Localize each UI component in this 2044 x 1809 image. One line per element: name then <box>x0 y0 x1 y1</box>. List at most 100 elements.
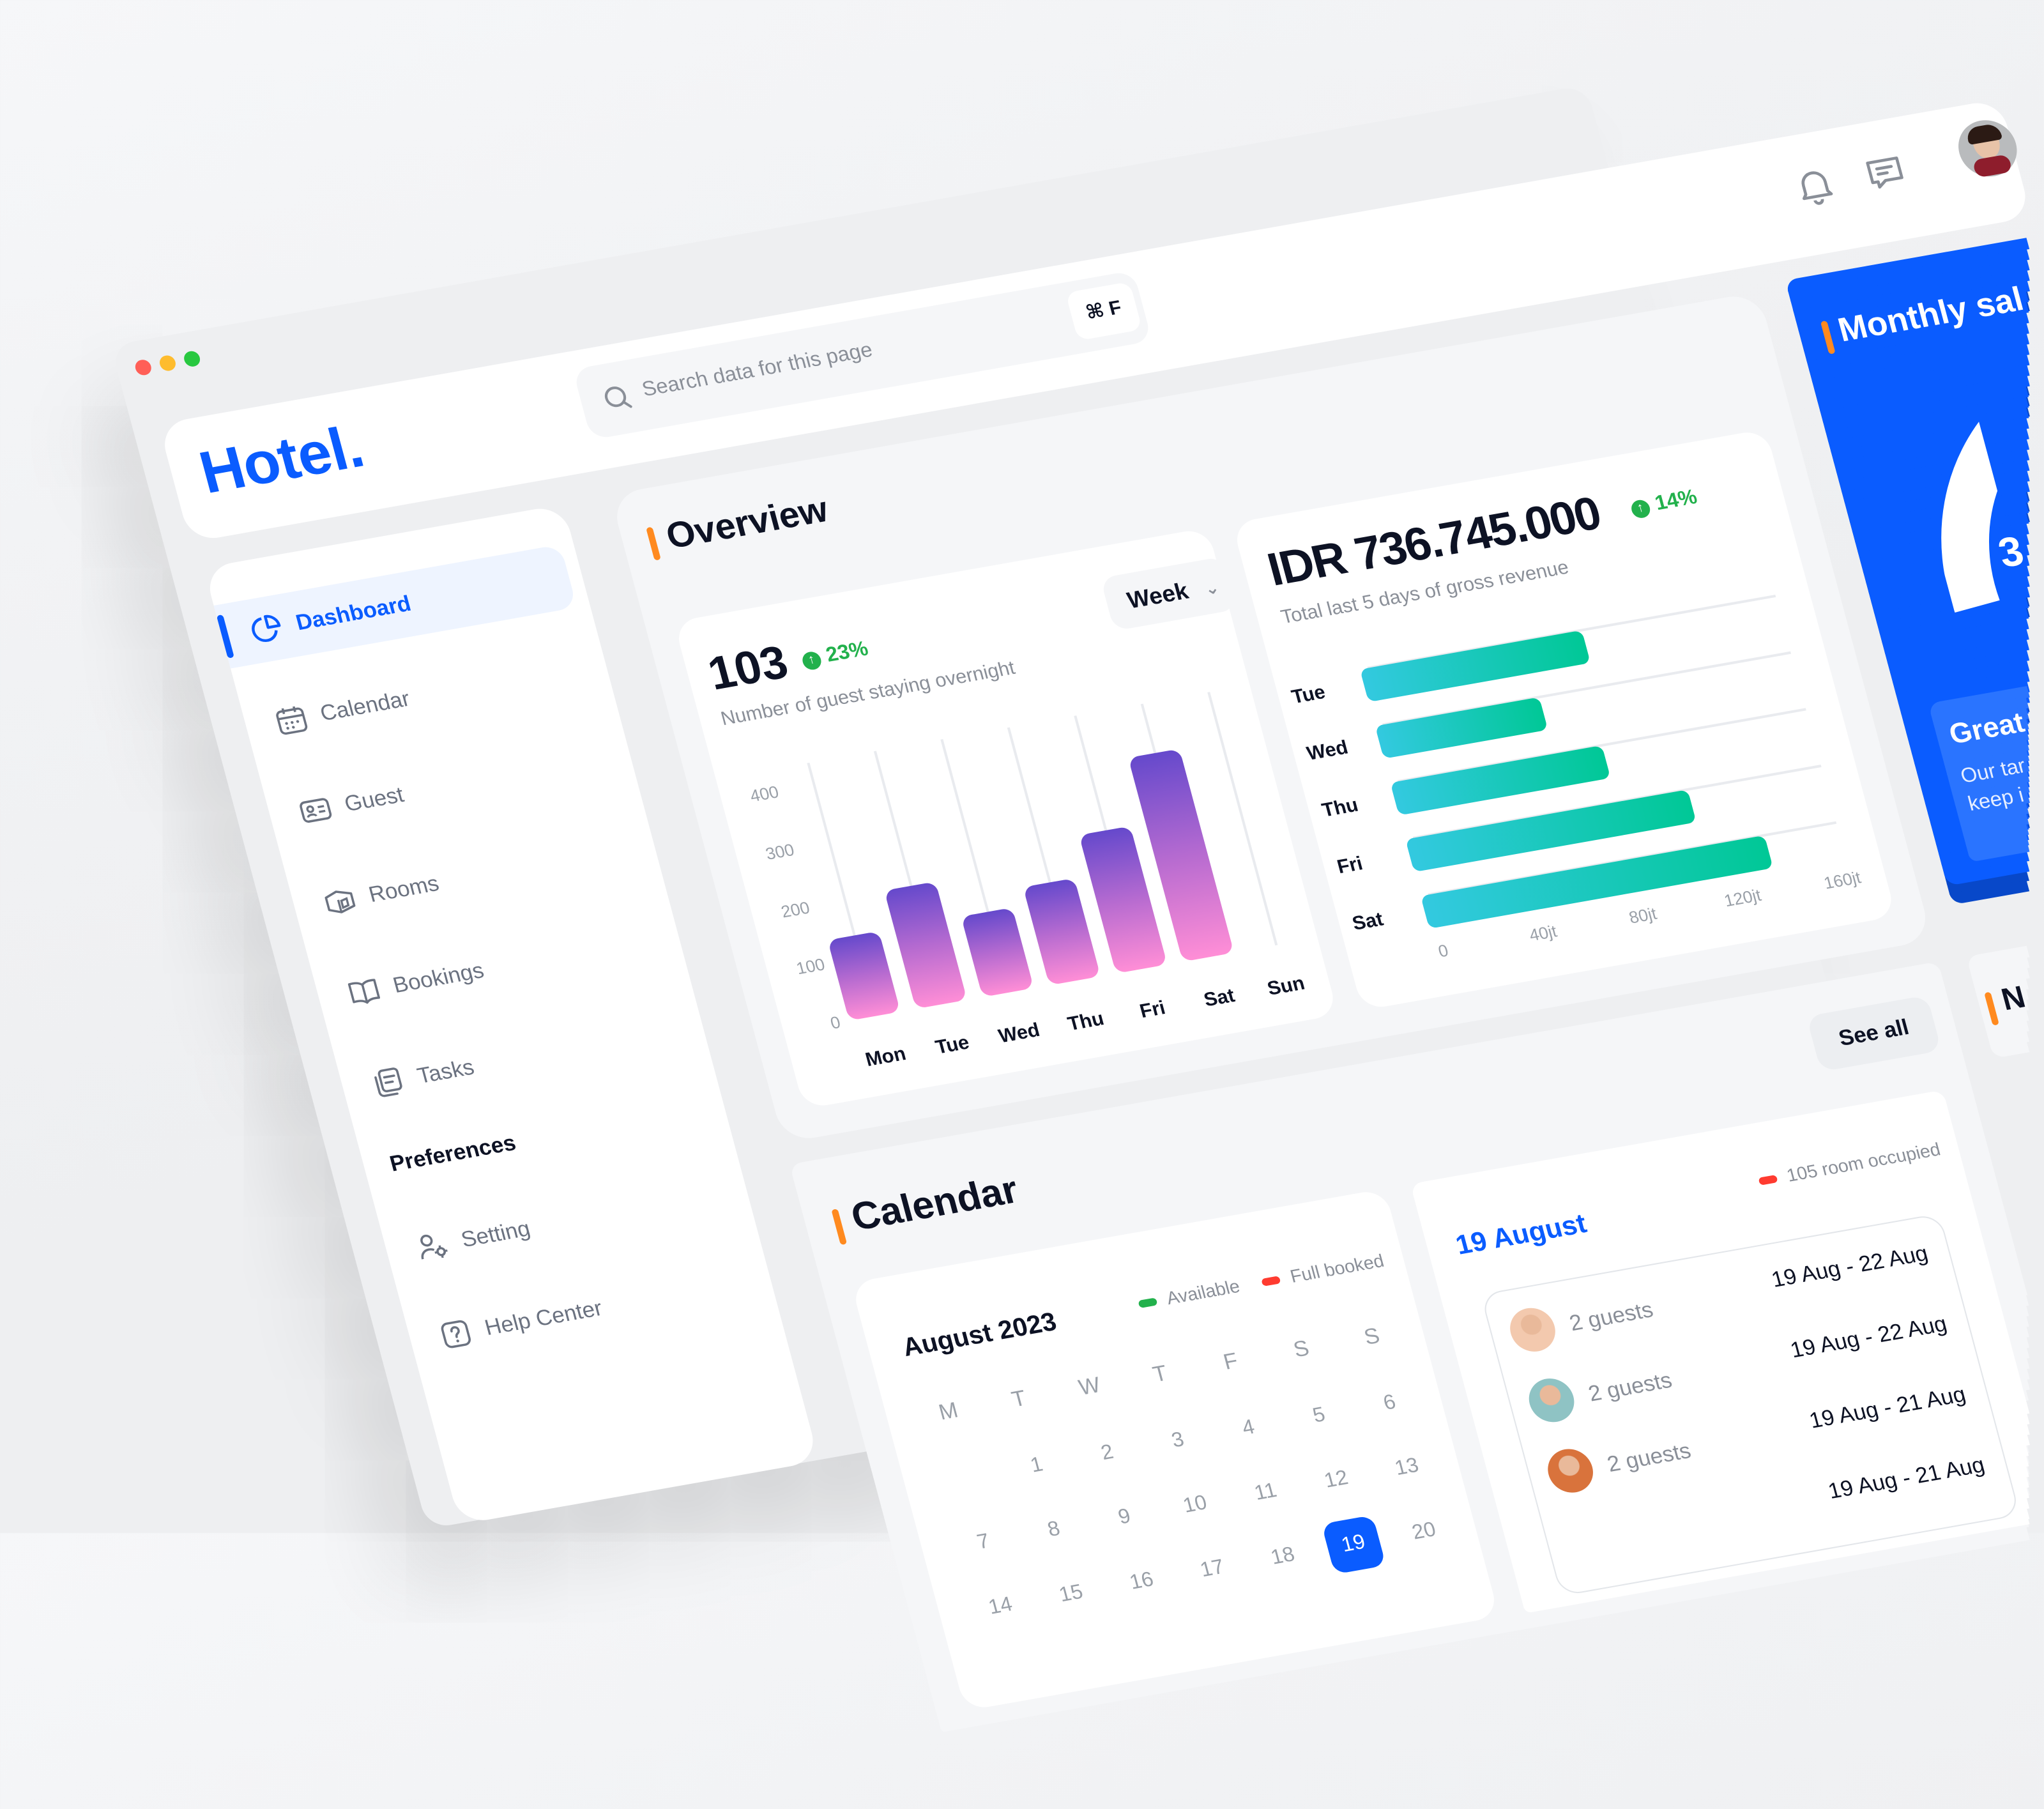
revenue-bar-chart: Tue Wed Thu Fri Sat 0 40jt 80jt 120jt 160jt <box>1232 429 1896 1010</box>
user-gear-icon <box>420 1234 448 1260</box>
calendar-day[interactable]: 10 <box>1180 1492 1210 1518</box>
sidebar-item-setting[interactable]: Setting <box>379 1161 742 1285</box>
logo[interactable]: Hotel. <box>192 412 370 507</box>
weekday-label: W <box>1076 1372 1103 1400</box>
calendar-day[interactable]: 1 <box>1028 1454 1046 1477</box>
x-tick-label: Sat <box>1201 984 1237 1012</box>
close-window-button[interactable] <box>133 358 153 377</box>
sidebar-item-label: Calendar <box>317 686 413 726</box>
id-card-icon <box>300 798 332 823</box>
sidebar-item-label: Guest <box>342 782 407 817</box>
bar-wed <box>1375 697 1549 759</box>
guest-count: 2 guests <box>1567 1297 1656 1336</box>
y-tick-label: Wed <box>1304 737 1351 765</box>
sidebar-item-label: Rooms <box>366 871 442 908</box>
overview-title: Overview <box>662 489 832 556</box>
calendar-day[interactable]: 5 <box>1310 1403 1328 1428</box>
guest-count: 2 guests <box>1605 1438 1694 1477</box>
sidebar-item-label: Help Center <box>482 1295 606 1341</box>
calendar-day[interactable]: 13 <box>1392 1454 1421 1481</box>
sidebar-item-bookings[interactable]: Bookings <box>311 907 675 1031</box>
app-window: Hotel. Search data for this page ⌘ F Das… <box>111 84 2032 1732</box>
search-input[interactable]: Search data for this page ⌘ F <box>572 270 1152 440</box>
sidebar-item-label: Tasks <box>415 1055 477 1088</box>
weekday-label: S <box>1290 1336 1312 1362</box>
calendar-day[interactable]: 17 <box>1198 1556 1227 1582</box>
revenue-card: IDR 736.745.000 ↑ 14% Total last 5 days o… <box>1232 429 1896 1011</box>
guest-count: 2 guests <box>1585 1368 1675 1407</box>
sidebar-item-calendar[interactable]: Calendar <box>238 635 602 759</box>
y-tick-label: 400 <box>747 781 781 806</box>
y-tick-label: 300 <box>763 839 797 864</box>
calendar-icon <box>276 706 308 735</box>
guests-bar-chart: 0 100 200 300 400 Mon Tue Wed Thu Fri Sat Sun <box>674 528 1338 1109</box>
sidebar-item-dashboard[interactable]: Dashboard <box>213 544 577 669</box>
x-tick-label: 80jt <box>1626 903 1659 927</box>
avatar-body <box>1972 154 2013 178</box>
y-tick-label: 200 <box>779 897 812 921</box>
x-tick-label: 120jt <box>1721 885 1764 911</box>
calendar-day[interactable]: 6 <box>1381 1391 1399 1416</box>
chat-icon[interactable] <box>1858 148 1913 198</box>
maximize-window-button[interactable] <box>182 349 202 368</box>
room-icon <box>324 890 356 913</box>
sidebar-item-rooms[interactable]: Rooms <box>287 816 650 940</box>
calendar-day[interactable]: 14 <box>986 1593 1015 1619</box>
pie-chart-icon <box>252 614 281 643</box>
bar-thu <box>1023 878 1101 986</box>
weekday-label: T <box>1150 1361 1170 1387</box>
section-marker <box>646 526 661 561</box>
weekday-label: F <box>1221 1348 1241 1375</box>
bell-icon[interactable] <box>1787 160 1842 211</box>
sidebar-item-help-center[interactable]: Help Center <box>402 1249 766 1373</box>
calendar-day[interactable]: 15 <box>1056 1581 1086 1607</box>
user-avatar[interactable] <box>1951 116 2024 181</box>
calendar-day[interactable]: 3 <box>1169 1428 1187 1453</box>
sidebar-item-label: Dashboard <box>293 591 414 636</box>
x-tick-label: Tue <box>933 1032 972 1059</box>
bar-thu <box>1390 745 1612 816</box>
y-tick-label: Fri <box>1334 852 1366 879</box>
bar-tue <box>1359 630 1591 703</box>
stay-dates: 19 Aug - 21 Aug <box>1806 1382 1969 1433</box>
sidebar-item-tasks[interactable]: Tasks <box>335 998 699 1122</box>
book-icon <box>347 979 381 1004</box>
guest-avatar <box>1543 1446 1598 1497</box>
active-indicator <box>216 614 234 659</box>
calendar-day[interactable]: 20 <box>1410 1518 1438 1545</box>
calendar-day[interactable]: 9 <box>1116 1506 1134 1529</box>
y-tick-label: Sat <box>1350 908 1386 935</box>
x-tick-label: 0 <box>1436 940 1451 961</box>
calendar-day[interactable]: 2 <box>1099 1441 1117 1465</box>
x-tick-label: Wed <box>996 1019 1042 1048</box>
bar-wed <box>961 907 1034 998</box>
x-tick-label: 160jt <box>1821 867 1863 893</box>
preferences-heading: Preferences <box>387 1130 519 1177</box>
calendar-day-selected[interactable]: 19 <box>1321 1515 1387 1575</box>
guest-avatar <box>1523 1375 1580 1426</box>
calendar-day[interactable]: 16 <box>1127 1568 1156 1594</box>
sidebar: Dashboard Calendar Guest Rooms Bookings … <box>203 504 820 1525</box>
minimize-window-button[interactable] <box>158 354 178 372</box>
bar-mon <box>827 931 901 1021</box>
calendar-day[interactable]: 11 <box>1252 1479 1279 1505</box>
calendar-day[interactable]: 12 <box>1322 1467 1351 1493</box>
x-tick-label: Mon <box>863 1042 909 1072</box>
search-placeholder: Search data for this page <box>639 339 875 402</box>
y-tick-label: Thu <box>1319 794 1361 822</box>
stay-dates: 19 Aug - 22 Aug <box>1769 1240 1931 1292</box>
y-tick-label: 0 <box>828 1012 843 1033</box>
calendar-day[interactable]: 4 <box>1240 1416 1258 1440</box>
sidebar-item-label: Bookings <box>390 958 487 998</box>
top-bar: Hotel. Search data for this page ⌘ F <box>158 98 2032 543</box>
search-icon <box>604 386 632 408</box>
bar-tue <box>884 882 968 1009</box>
calendar-day[interactable]: 7 <box>975 1530 993 1554</box>
guest-avatar <box>1505 1304 1560 1355</box>
stay-dates: 19 Aug - 21 Aug <box>1825 1452 1988 1504</box>
sidebar-item-guest[interactable]: Guest <box>263 726 626 850</box>
sidebar-item-label: Setting <box>458 1216 533 1253</box>
calendar-day[interactable]: 8 <box>1045 1518 1063 1542</box>
calendar-day[interactable]: 18 <box>1269 1543 1297 1569</box>
